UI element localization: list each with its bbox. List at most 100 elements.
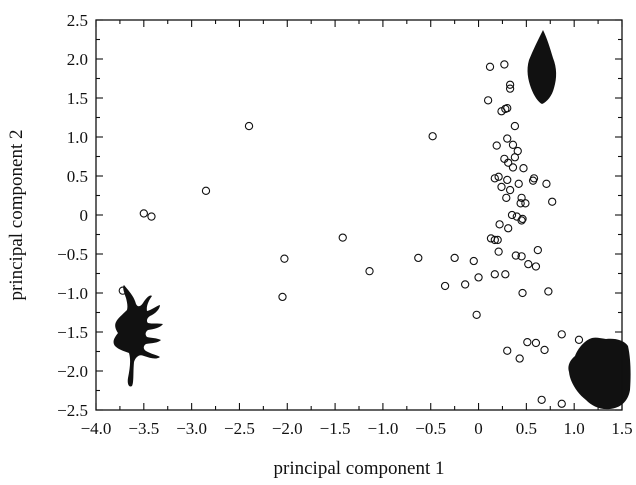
data-point xyxy=(497,182,506,192)
data-point xyxy=(501,270,510,279)
x-tick-label: −1.0 xyxy=(367,419,398,438)
data-point xyxy=(504,224,513,233)
y-tick-label: 0 xyxy=(80,206,89,225)
data-point xyxy=(505,80,515,89)
data-point xyxy=(490,270,499,279)
data-point xyxy=(461,280,470,289)
data-point xyxy=(201,186,211,195)
axis-ticks: −4.0 −3.5 −3.0 −2.5 −2.0 −1.5 −1.0 −0.5 0 0.5 1.0 1… xyxy=(57,11,632,438)
data-point xyxy=(483,96,493,105)
data-point xyxy=(365,267,374,276)
data-point xyxy=(474,273,483,282)
x-tick-label: −2.0 xyxy=(272,419,303,438)
data-point xyxy=(502,193,511,202)
data-point xyxy=(493,235,502,245)
data-points xyxy=(118,60,595,408)
data-point xyxy=(494,247,503,256)
y-tick-label: 2.0 xyxy=(67,50,88,69)
x-tick-label: 1.5 xyxy=(611,419,632,438)
x-tick-label: −4.0 xyxy=(81,419,112,438)
data-point xyxy=(515,354,524,363)
data-point xyxy=(574,335,584,344)
data-point xyxy=(139,209,148,218)
data-point xyxy=(521,199,530,208)
data-point xyxy=(537,395,546,405)
data-point xyxy=(505,84,515,93)
rounded-shell-silhouette xyxy=(568,337,631,410)
data-point xyxy=(540,345,549,355)
data-point xyxy=(147,212,156,221)
data-point xyxy=(278,292,287,302)
data-point xyxy=(518,214,527,224)
y-tick-label: −2.5 xyxy=(57,401,88,420)
x-tick-label: −0.5 xyxy=(415,419,446,438)
data-point xyxy=(495,220,504,229)
x-tick-label: −1.5 xyxy=(320,419,351,438)
data-point xyxy=(494,172,503,181)
plot-frame xyxy=(95,19,623,411)
data-point xyxy=(514,179,523,188)
data-point xyxy=(450,253,459,263)
data-point xyxy=(557,330,566,339)
data-point xyxy=(542,179,551,188)
data-point xyxy=(244,121,254,131)
data-point xyxy=(516,199,525,208)
data-point xyxy=(497,107,506,116)
data-point xyxy=(508,163,518,172)
y-tick-label: 0.5 xyxy=(67,167,88,186)
data-point xyxy=(503,346,512,355)
data-point xyxy=(508,140,518,149)
data-point xyxy=(492,141,501,150)
data-point xyxy=(503,134,512,143)
data-point xyxy=(469,256,478,266)
y-axis-title: principal component 2 xyxy=(6,130,27,301)
data-point xyxy=(503,175,512,185)
x-tick-label: −3.5 xyxy=(128,419,159,438)
data-point xyxy=(504,158,513,167)
y-tick-label: 1.0 xyxy=(67,128,88,147)
x-axis-title: principal component 1 xyxy=(274,458,445,479)
data-point xyxy=(517,216,526,225)
data-point xyxy=(544,287,553,296)
data-point xyxy=(507,210,517,220)
data-point xyxy=(523,337,532,347)
data-point xyxy=(524,259,533,269)
y-tick-label: −1.5 xyxy=(57,323,88,342)
data-point xyxy=(440,281,450,291)
data-point xyxy=(557,399,566,408)
data-point xyxy=(531,262,541,271)
data-point xyxy=(517,252,526,261)
data-point xyxy=(548,197,557,206)
data-point xyxy=(511,251,520,260)
data-point xyxy=(510,121,520,131)
y-tick-label: 1.5 xyxy=(67,89,88,108)
data-point xyxy=(472,310,481,319)
data-point xyxy=(280,254,289,263)
data-point xyxy=(500,60,509,69)
data-point xyxy=(510,153,520,162)
data-point xyxy=(519,164,528,173)
x-tick-label: 0 xyxy=(474,419,483,438)
y-tick-label: 2.5 xyxy=(67,11,88,30)
data-point xyxy=(517,193,526,202)
data-point xyxy=(505,185,515,195)
data-point xyxy=(529,174,539,183)
data-point xyxy=(485,62,495,71)
data-point xyxy=(414,253,423,263)
spiny-shell-silhouette xyxy=(113,285,163,387)
data-point xyxy=(518,288,527,298)
elongated-shell-silhouette xyxy=(527,30,557,104)
data-point xyxy=(533,245,542,255)
y-tick-label: −1.0 xyxy=(57,284,88,303)
data-point xyxy=(428,132,437,141)
x-tick-label: −3.0 xyxy=(176,419,207,438)
x-tick-label: 1.0 xyxy=(564,419,585,438)
data-point xyxy=(338,233,347,242)
y-tick-label: −0.5 xyxy=(57,245,88,264)
x-tick-label: 0.5 xyxy=(516,419,537,438)
x-tick-label: −2.5 xyxy=(224,419,255,438)
data-point xyxy=(490,235,499,245)
y-tick-label: −2.0 xyxy=(57,362,88,381)
data-point xyxy=(531,338,541,348)
